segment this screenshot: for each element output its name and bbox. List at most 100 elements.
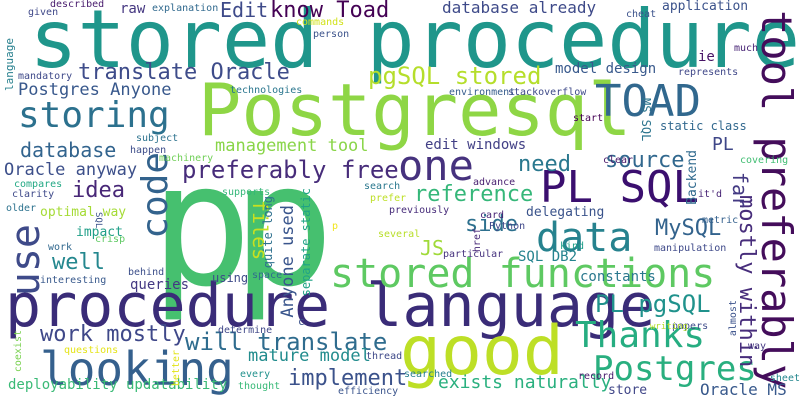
word-pl-pgsql: PL pgSQL	[595, 290, 711, 318]
word-work-mostly: work mostly	[40, 322, 186, 347]
word-stored-procedure: stored procedure	[29, 0, 800, 86]
word-anyone-used: Anyone used	[278, 205, 298, 318]
word-stored-functions: stored functions	[330, 251, 716, 297]
word-looking: looking	[40, 342, 234, 396]
word-space: space	[252, 270, 283, 281]
word-mature-model: mature model	[248, 346, 371, 366]
word-using: using	[212, 271, 249, 285]
word-impact: impact	[76, 225, 123, 240]
word-environment: environment	[449, 87, 516, 98]
word-postgres-anyone: Postgres Anyone	[18, 80, 172, 100]
word-thread: thread	[366, 351, 403, 362]
word-represents: represents	[678, 67, 739, 78]
word-preferably-free: preferably free	[182, 156, 399, 184]
word-papers: papers	[672, 321, 709, 332]
word-much: much	[734, 43, 759, 54]
word-card: card	[480, 210, 505, 221]
word-mandatory: mandatory	[18, 71, 73, 82]
word-well: well	[52, 250, 105, 275]
word-compares: compares	[14, 179, 63, 190]
word-happen: happen	[130, 145, 167, 156]
word-application: application	[662, 0, 749, 14]
word-quite-long: quite long	[261, 196, 275, 269]
word-it-d: it'd	[698, 189, 723, 200]
word-one: one	[398, 141, 474, 190]
word-behind: behind	[128, 267, 165, 278]
word-start: start	[573, 113, 604, 124]
word-edit-windows: edit windows	[425, 137, 527, 153]
word-metric: metric	[702, 215, 739, 226]
word-previously: previously	[389, 205, 450, 216]
word-constants: constants	[580, 269, 656, 285]
word-clarity: clarity	[12, 189, 55, 200]
word-manipulation: manipulation	[654, 243, 727, 254]
word-described: described	[50, 0, 105, 10]
word-sql-db2: SQL DB2	[518, 249, 578, 265]
word-covering: covering	[740, 155, 789, 166]
word-record: record	[578, 371, 615, 382]
word-particular: particular	[443, 249, 504, 260]
word-good: good	[400, 312, 564, 391]
word-way: way	[748, 341, 767, 352]
word-js: JS	[420, 236, 445, 260]
word-store: store	[608, 383, 648, 398]
word-need: need	[518, 152, 571, 177]
word-almost: almost	[728, 300, 739, 337]
word-technologies: technologies	[230, 85, 303, 96]
word-questions: questions	[64, 345, 119, 356]
word-efficiency: efficiency	[338, 386, 399, 397]
word-management-tool: management tool	[215, 136, 369, 156]
word-know-toad: know Toad	[270, 0, 390, 23]
word-work: work	[48, 242, 73, 253]
word-determine: determine	[218, 325, 273, 336]
word-oracle-anyway: Oracle anyway	[4, 160, 138, 180]
word-p-small: p	[332, 221, 339, 232]
word-code: code	[135, 152, 176, 239]
word-sql: SQL	[93, 212, 103, 229]
word-better: better	[171, 350, 182, 387]
word-pl-sql: PL SQL	[540, 162, 699, 213]
word-supports: supports	[222, 187, 271, 198]
word-delegating: delegating	[526, 205, 605, 220]
word-p: p	[232, 127, 335, 325]
word-clear: clear	[603, 155, 634, 166]
word-implement: implement	[288, 366, 408, 391]
word-thanks: Thanks	[575, 315, 706, 356]
word-every: every	[240, 369, 271, 380]
word-mysql: MySQL	[655, 216, 722, 241]
word-postgresql: Postgresql	[198, 68, 632, 152]
word-ie: ie	[698, 49, 715, 65]
word-deployability-updatability: deployability updatability	[8, 377, 228, 393]
word-writing: writing	[650, 322, 688, 332]
word-python: Python	[489, 221, 526, 232]
word-coexist: coexist	[13, 330, 24, 373]
word-database-already: database already	[442, 0, 597, 17]
word-reference: reference	[414, 182, 534, 207]
word-procedure-language: procedure language	[5, 271, 656, 341]
word-optimal-way: optimal way	[40, 205, 127, 220]
word-prefer: prefer	[370, 193, 407, 204]
word-crisp: crisp	[95, 234, 126, 245]
word-language: language	[3, 38, 16, 91]
word-data: data	[536, 215, 633, 261]
word-storing: storing	[18, 95, 170, 136]
word-tool-preferably: tool preferably	[752, 10, 800, 390]
word-machinery: machinery	[159, 153, 214, 164]
word-database: database	[20, 138, 117, 162]
word-cheat: cheat	[626, 9, 657, 20]
word-edit: Edit	[220, 0, 269, 22]
word-side: side	[465, 212, 518, 237]
word-given: given	[28, 7, 59, 18]
word-explanation: explanation	[152, 3, 219, 14]
word-older: older	[6, 203, 37, 214]
word-stackoverflow: stackoverflow	[508, 87, 587, 98]
word-model-design: model design	[555, 61, 657, 77]
word-far: far	[728, 172, 752, 209]
word-oracle-ms: Oracle MS	[700, 380, 787, 399]
word-raw: raw	[120, 1, 146, 17]
word-sheet: sheet	[769, 373, 800, 384]
word-static-class: static class	[660, 119, 747, 133]
word-advance: advance	[473, 177, 516, 188]
word-queries: queries	[130, 277, 190, 293]
